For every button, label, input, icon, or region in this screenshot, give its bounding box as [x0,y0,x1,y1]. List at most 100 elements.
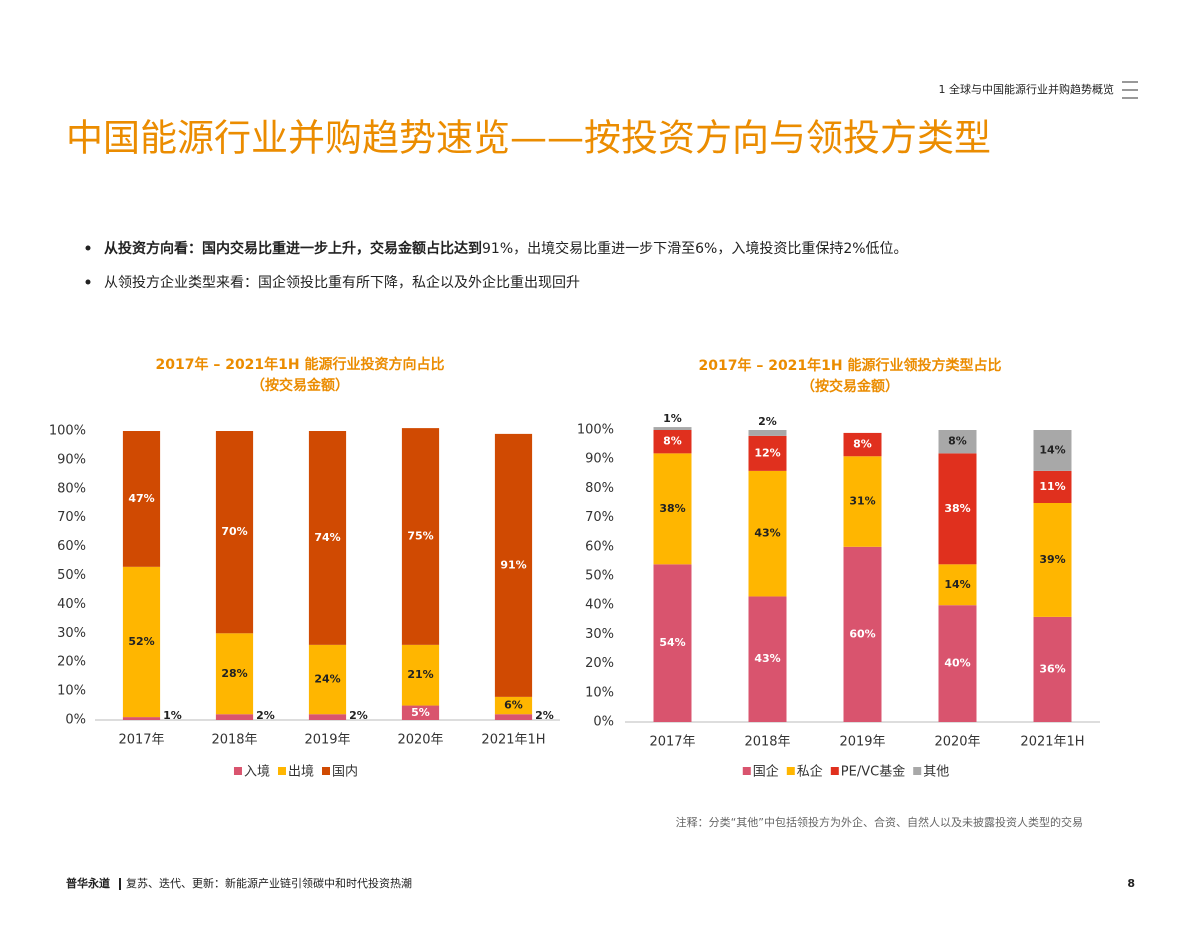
x-tick-label: 2020年 [397,733,443,748]
x-tick-label: 2017年 [649,735,695,750]
bar-segment [308,431,347,645]
value-label: 11% [1039,480,1065,493]
value-label: 40% [944,657,970,670]
section-header: 1 全球与中国能源行业并购趋势概览 [939,82,1115,96]
value-label: 1% [163,709,182,722]
value-label: 8% [853,438,872,451]
chart-subtitle: （按交易金额） [801,378,899,395]
value-label: 47% [128,492,154,505]
value-label: 31% [849,495,875,508]
value-label: 43% [754,652,780,665]
bar-segment [494,696,533,715]
y-tick-label: 80% [57,481,86,496]
value-label: 38% [659,502,685,515]
y-tick-label: 30% [585,627,614,642]
x-tick-label: 2020年 [934,735,980,750]
legend-swatch [830,767,839,775]
bar-segment [748,430,787,436]
value-label: 2% [256,709,275,722]
value-label: 38% [944,502,970,515]
bar-segment [1033,616,1072,722]
value-label: 52% [128,635,154,648]
legend-label: 国内 [332,764,358,780]
y-tick-label: 60% [585,539,614,554]
bar-segment [401,644,440,706]
value-label: 21% [407,668,433,681]
bar-segment [1033,503,1072,617]
bar-segment [938,430,977,454]
y-tick-label: 50% [585,569,614,584]
bar-segment [843,456,882,547]
y-tick-label: 80% [585,481,614,496]
bar-segment [215,633,254,715]
bar-segment [122,717,161,720]
bar-segment [401,428,440,645]
x-tick-label: 2021年1H [481,733,545,748]
y-tick-label: 0% [65,713,86,728]
page-number: 8 [1127,877,1135,890]
legend-swatch [233,767,242,775]
legend-swatch [786,767,795,775]
value-label: 2% [758,415,777,428]
footer-brand: 普华永道 [66,876,110,890]
y-tick-label: 50% [57,568,86,583]
page-title: 中国能源行业并购趋势速览——按投资方向与领投方类型 [66,117,991,160]
x-tick-label: 2017年 [118,733,164,748]
value-label: 70% [221,525,247,538]
value-label: 5% [411,706,430,719]
legend-label: 出境 [288,765,314,780]
value-label: 36% [1039,662,1065,675]
value-label: 60% [849,627,875,640]
value-label: 28% [221,667,247,680]
legend: 入境 出境 国内 [233,764,358,780]
value-label: 14% [944,578,970,591]
y-tick-label: 40% [585,598,614,613]
value-label: 14% [1039,443,1065,456]
value-label: 74% [314,531,340,544]
bar-segment [938,564,977,606]
bar-segment [308,644,347,715]
bar-segment [1033,430,1072,471]
bar-segment [748,435,787,471]
legend-label: PE/VC基金 [841,764,905,780]
bar-segment [215,431,254,634]
value-label: 6% [504,699,523,712]
bar-segment [308,714,347,720]
bar-segment [653,430,692,454]
value-label: 24% [314,673,340,686]
y-tick-label: 90% [585,452,614,467]
value-label: 91% [500,558,526,571]
bar-segment [938,453,977,565]
legend: 国企 私企 PE/VC基金 其他 [742,764,949,780]
bar-segment [843,546,882,722]
x-tick-label: 2018年 [744,735,790,750]
legend-swatch [322,767,331,775]
bar-segment [938,605,977,722]
y-tick-label: 60% [57,539,86,554]
bullet-dot [85,279,91,285]
value-label: 39% [1039,553,1065,566]
bar-segment [653,453,692,565]
bar-segment [653,564,692,722]
y-tick-label: 100% [577,423,614,438]
y-tick-label: 70% [57,510,86,525]
y-tick-label: 90% [57,452,86,467]
value-label: 1% [663,412,682,425]
y-tick-label: 20% [585,656,614,671]
value-label: 8% [948,435,967,448]
bar-segment [1033,470,1072,503]
bar-segment [748,596,787,722]
x-tick-label: 2018年 [211,733,257,748]
bullet-text: 从领投方企业类型来看：国企领投比重有所下降，私企以及外企比重出现回升 [104,274,580,291]
value-label: 43% [754,527,780,540]
note: 注释：分类“其他”中包括领投方为外企、合资、自然人以及未披露投资人类型的交易 [676,815,1083,829]
y-tick-label: 0% [593,715,614,730]
bar-segment [494,433,533,697]
bullet-bold: 从投资方向看：国内交易比重进一步上升，交易金额占比达到 [104,240,482,257]
value-label: 12% [754,446,780,459]
x-tick-label: 2021年1H [1020,735,1084,750]
menu-icon [1122,81,1138,99]
bar-segment [122,431,161,567]
legend-label: 私企 [797,764,823,780]
